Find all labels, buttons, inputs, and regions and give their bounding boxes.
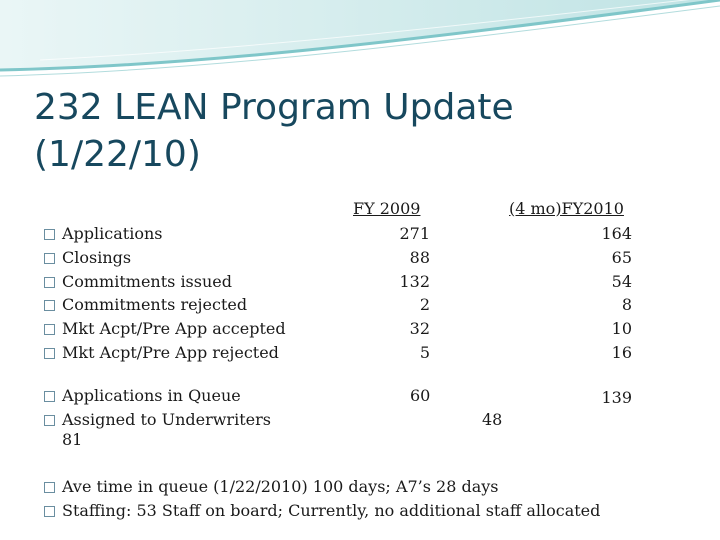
checkbox-bullet-icon [44, 253, 55, 264]
row-label: Mkt Acpt/Pre App accepted [62, 319, 286, 338]
title-line-2: (1/22/10) [34, 134, 201, 175]
value-fy2010: 65 [611, 248, 632, 267]
value-fy2009: 271 [399, 224, 430, 243]
value-fy2009: 2 [419, 295, 430, 314]
note-text: Ave time in queue (1/22/2010) 100 days; … [62, 477, 499, 496]
checkbox-bullet-icon [44, 506, 55, 517]
checkbox-bullet-icon [44, 229, 55, 240]
checkbox-bullet-icon [44, 277, 55, 288]
queue-value-fy2010: 139 [601, 388, 632, 407]
row-label: Assigned to Underwriters [62, 410, 271, 429]
column-header-fy2010: (4 mo)FY2010 [509, 199, 624, 218]
row-label: Applications [62, 224, 163, 243]
checkbox-bullet-icon [44, 300, 55, 311]
title-line-1: 232 LEAN Program Update [34, 87, 514, 128]
row-commitments-issued: Commitments issued [44, 272, 232, 292]
value-fy2010: 54 [611, 272, 632, 291]
value-fy2010: 10 [611, 319, 632, 338]
row-mkt-acpt-rejected: Mkt Acpt/Pre App rejected [44, 343, 279, 363]
row-commitments-rejected: Commitments rejected [44, 295, 247, 315]
assigned-value-fy2009: 81 [62, 430, 83, 449]
row-label: Commitments issued [62, 272, 232, 291]
row-applications-in-queue: Applications in Queue [44, 386, 241, 406]
queue-value-fy2009: 60 [410, 386, 431, 405]
checkbox-bullet-icon [44, 391, 55, 402]
value-fy2010: 164 [601, 224, 632, 243]
value-fy2009: 5 [419, 343, 430, 362]
assigned-value-fy2010: 48 [482, 410, 503, 429]
row-label: Applications in Queue [62, 386, 241, 405]
checkbox-bullet-icon [44, 482, 55, 493]
checkbox-bullet-icon [44, 348, 55, 359]
value-fy2010: 16 [611, 343, 632, 362]
slide-title: 232 LEAN Program Update (1/22/10) [34, 84, 674, 178]
note-queue-time: Ave time in queue (1/22/2010) 100 days; … [44, 477, 499, 497]
row-assigned-to-underwriters: Assigned to Underwriters [44, 410, 271, 430]
value-fy2010: 8 [621, 295, 632, 314]
note-staffing: Staffing: 53 Staff on board; Currently, … [44, 501, 600, 521]
row-label: Mkt Acpt/Pre App rejected [62, 343, 279, 362]
checkbox-bullet-icon [44, 324, 55, 335]
value-fy2009: 132 [399, 272, 430, 291]
header-decoration [0, 0, 720, 82]
row-applications: Applications [44, 224, 162, 244]
row-label: Closings [62, 248, 132, 267]
row-mkt-acpt-accepted: Mkt Acpt/Pre App accepted [44, 319, 286, 339]
column-header-fy2009: FY 2009 [353, 199, 421, 218]
row-closings: Closings [44, 248, 131, 268]
row-label: Commitments rejected [62, 295, 248, 314]
value-fy2009: 32 [409, 319, 430, 338]
value-fy2009: 88 [409, 248, 430, 267]
note-text: Staffing: 53 Staff on board; Currently, … [62, 501, 601, 520]
checkbox-bullet-icon [44, 415, 55, 426]
